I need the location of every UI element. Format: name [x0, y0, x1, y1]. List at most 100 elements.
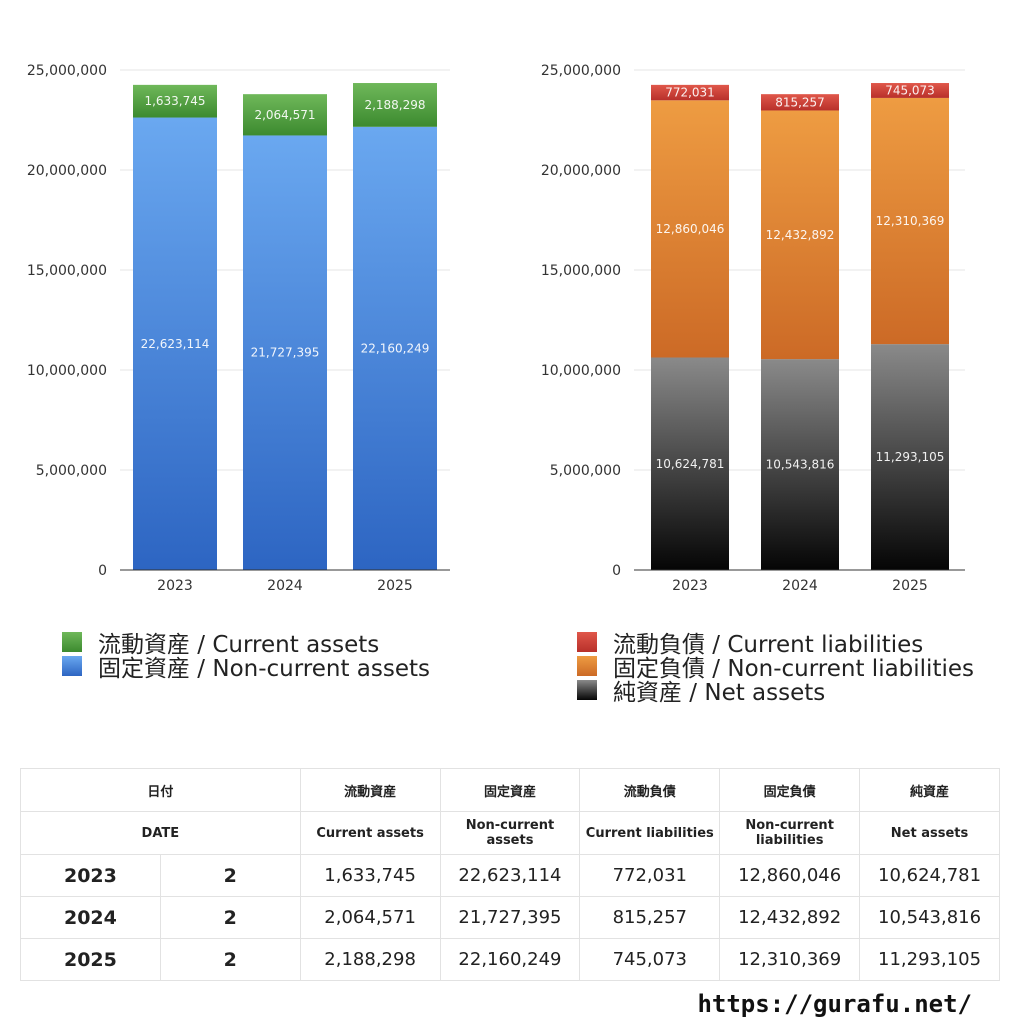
header-current-liabilities-en: Current liabilities: [579, 811, 721, 855]
header-current-assets-ja: 流動資産: [299, 768, 441, 812]
cell-current-liabilities: 815,257: [579, 896, 721, 939]
y-tick-label: 20,000,000: [27, 163, 107, 179]
cell-current-liabilities: 745,073: [579, 938, 721, 981]
x-tick-label: 2023: [672, 578, 708, 594]
row-count: 2: [159, 896, 301, 939]
header-non-current-assets-en: Non-current assets: [439, 811, 581, 855]
legend-swatch: [62, 656, 82, 676]
bar-non-current-liabilities-2025: [871, 97, 949, 345]
data-label: 772,031: [665, 86, 715, 100]
bar-current-liabilities-2023: [651, 84, 729, 101]
header-net-assets-en: Net assets: [859, 811, 1000, 855]
assets-legend: 流動資産 / Current assets 固定資産 / Non-current …: [62, 630, 430, 682]
y-tick-label: 25,000,000: [27, 63, 107, 79]
legend-label: 固定資産 / Non-current assets: [98, 656, 431, 682]
row-year: 2025: [20, 938, 161, 981]
legend-item: 流動負債 / Current liabilities: [577, 630, 974, 658]
bar-non-current-assets-2024: [243, 135, 327, 571]
bar-non-current-liabilities-2024: [761, 110, 839, 360]
data-label: 11,293,105: [876, 450, 945, 464]
y-tick-label: 15,000,000: [27, 263, 107, 279]
x-tick-label: 2024: [267, 578, 303, 594]
liabilities-legend: 流動負債 / Current liabilities 固定負債 / Non-cur…: [577, 630, 974, 706]
legend-label: 流動資産 / Current assets: [98, 632, 380, 658]
table-row: 2025 2 2,188,298 22,160,249 745,073 12,3…: [20, 938, 1000, 981]
x-tick-label: 2024: [782, 578, 818, 594]
row-year: 2024: [20, 896, 161, 939]
data-label: 22,160,249: [361, 341, 430, 355]
legend-item: 固定資産 / Non-current assets: [62, 654, 430, 682]
y-tick-label: 10,000,000: [27, 363, 107, 379]
cell-non-current-assets: 21,727,395: [439, 896, 581, 939]
bar-current-liabilities-2025: [871, 83, 949, 98]
cell-non-current-assets: 22,623,114: [439, 854, 581, 897]
x-tick-label: 2023: [157, 578, 193, 594]
cell-non-current-liabilities: 12,860,046: [719, 854, 861, 897]
cell-current-assets: 1,633,745: [299, 854, 441, 897]
bar-current-liabilities-2024: [761, 94, 839, 111]
bar-net-assets-2023: [651, 357, 729, 570]
y-tick-label: 25,000,000: [541, 63, 621, 79]
y-tick-label: 5,000,000: [550, 463, 621, 479]
data-label: 22,623,114: [141, 337, 210, 351]
cell-non-current-liabilities: 12,432,892: [719, 896, 861, 939]
bar-current-assets-2025: [353, 83, 437, 127]
data-label: 10,624,781: [656, 457, 725, 471]
data-label: 12,860,046: [656, 222, 725, 236]
row-count: 2: [159, 938, 301, 981]
cell-net-assets: 11,293,105: [859, 938, 1000, 981]
assets-chart: 0 5,000,000 10,000,000 15,000,000 20,000,000…: [27, 63, 450, 594]
data-label: 1,633,745: [144, 94, 205, 108]
data-label: 21,727,395: [251, 346, 320, 360]
legend-swatch: [577, 680, 597, 700]
bar-non-current-assets-2023: [133, 117, 217, 570]
y-tick-label: 15,000,000: [541, 263, 621, 279]
table-row: 2024 2 2,064,571 21,727,395 815,257 12,4…: [20, 896, 1000, 939]
bar-current-assets-2023: [133, 84, 217, 118]
data-label: 2,064,571: [254, 108, 315, 122]
y-tick-label: 10,000,000: [541, 363, 621, 379]
table-header-ja: 日付 流動資産 固定資産 流動負債 固定負債 純資産: [20, 768, 1000, 812]
data-label: 745,073: [885, 83, 935, 97]
bar-net-assets-2024: [761, 359, 839, 570]
legend-swatch: [577, 656, 597, 676]
y-tick-label: 0: [98, 563, 107, 579]
y-tick-label: 0: [612, 563, 621, 579]
x-tick-label: 2025: [892, 578, 928, 594]
header-non-current-assets-ja: 固定資産: [439, 768, 581, 812]
bar-net-assets-2025: [871, 344, 949, 570]
header-non-current-liabilities-ja: 固定負債: [719, 768, 861, 812]
y-tick-label: 20,000,000: [541, 163, 621, 179]
header-current-assets-en: Current assets: [299, 811, 441, 855]
legend-label: 流動負債 / Current liabilities: [613, 632, 924, 658]
table-header-en: DATE Current assets Non-current assets C…: [20, 811, 1000, 855]
header-net-assets-ja: 純資産: [859, 768, 1000, 812]
bar-non-current-assets-2025: [353, 126, 437, 571]
row-year: 2023: [20, 854, 161, 897]
legend-label: 純資産 / Net assets: [613, 680, 826, 706]
bar-current-assets-2024: [243, 94, 327, 136]
legend-item: 純資産 / Net assets: [577, 678, 974, 706]
cell-non-current-assets: 22,160,249: [439, 938, 581, 981]
site-url: https://gurafu.net/: [697, 990, 972, 1018]
cell-current-assets: 2,188,298: [299, 938, 441, 981]
cell-net-assets: 10,624,781: [859, 854, 1000, 897]
cell-non-current-liabilities: 12,310,369: [719, 938, 861, 981]
data-label: 10,543,816: [766, 458, 835, 472]
header-non-current-liabilities-en: Non-current liabilities: [719, 811, 861, 855]
y-tick-label: 5,000,000: [36, 463, 107, 479]
cell-net-assets: 10,543,816: [859, 896, 1000, 939]
balance-sheet-table: 日付 流動資産 固定資産 流動負債 固定負債 純資産 DATE Current …: [20, 768, 1000, 981]
x-tick-label: 2025: [377, 578, 413, 594]
row-count: 2: [159, 854, 301, 897]
legend-swatch: [577, 632, 597, 652]
legend-item: 流動資産 / Current assets: [62, 630, 430, 658]
data-label: 2,188,298: [364, 98, 425, 112]
cell-current-assets: 2,064,571: [299, 896, 441, 939]
legend-swatch: [62, 632, 82, 652]
cell-current-liabilities: 772,031: [579, 854, 721, 897]
header-date-ja: 日付: [20, 768, 301, 812]
legend-label: 固定負債 / Non-current liabilities: [613, 656, 974, 682]
data-label: 12,310,369: [876, 214, 945, 228]
liabilities-chart: 0 5,000,000 10,000,000 15,000,000 20,000,000…: [541, 63, 965, 594]
